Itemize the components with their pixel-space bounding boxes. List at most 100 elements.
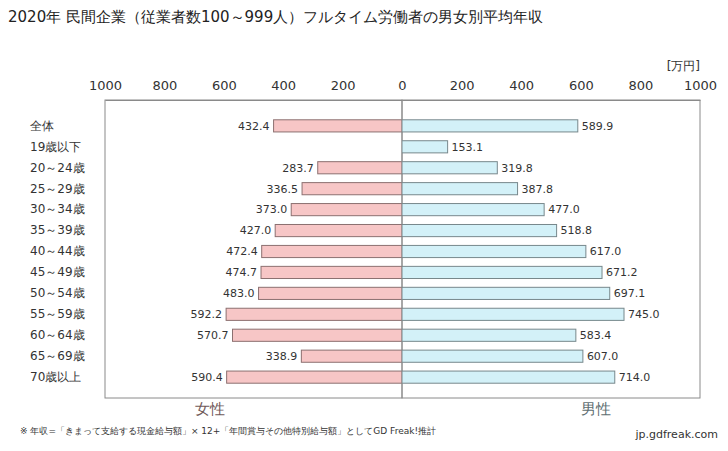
tick-label: 20～24歳 [30, 161, 85, 175]
x-axis: 1000 800 600 400 200 0 [89, 78, 407, 101]
data-label: 483.0 [223, 287, 255, 300]
tick-label: 400 [509, 78, 534, 93]
tick: 55～59歳 [30, 307, 105, 321]
bar [402, 204, 544, 216]
data-label: 432.4 [238, 120, 270, 133]
tick-label: 70歳以上 [30, 370, 81, 384]
tick-label: 1000 [89, 78, 122, 93]
tick-label: 200 [331, 78, 356, 93]
tick: 25～29歳 [30, 182, 105, 196]
data-label: 518.8 [561, 224, 593, 237]
axis-label: 女性 [195, 400, 225, 418]
tick-label: 全体 [30, 119, 54, 133]
data-label: 336.5 [267, 183, 299, 196]
data-label: 697.1 [614, 287, 646, 300]
bar [262, 245, 402, 257]
bar [402, 141, 448, 153]
tick: 50～54歳 [30, 286, 105, 300]
chart: 432.4 283.7 336.5 373.0 427.0 472.4 474.7 483.0… [0, 0, 728, 451]
tick-label: 45～49歳 [30, 265, 85, 279]
bar [402, 308, 624, 320]
tick-label: 30～34歳 [30, 202, 85, 216]
tick-label: 600 [569, 78, 594, 93]
data-label: 583.4 [580, 329, 612, 342]
data-label: 387.8 [522, 183, 554, 196]
tick-label: 200 [450, 78, 475, 93]
tick-label: 65～69歳 [30, 349, 85, 363]
bar [227, 371, 402, 383]
plot-frame [105, 100, 402, 398]
tick-label: 800 [152, 78, 177, 93]
bar [302, 183, 402, 195]
data-label: 671.2 [606, 266, 638, 279]
bar [318, 162, 402, 174]
bar [402, 266, 602, 278]
data-label: 373.0 [256, 203, 288, 216]
tick-label: 60～64歳 [30, 328, 85, 342]
bar [402, 350, 583, 362]
tick: 800 [628, 78, 653, 100]
tick-label: 35～39歳 [30, 223, 85, 237]
panel-1: 589.9153.1319.8387.8477.0518.8617.0671.2… [402, 78, 717, 398]
tick: 1000 [684, 78, 717, 100]
data-label: 283.7 [282, 162, 314, 175]
data-label: 607.0 [587, 350, 619, 363]
tick: 800 [152, 78, 177, 100]
tick: 200 [331, 78, 356, 100]
tick-label: 19歳以下 [30, 140, 81, 154]
data-label: 472.4 [226, 245, 258, 258]
bar [402, 329, 576, 341]
tick-label: 600 [212, 78, 237, 93]
bar [402, 224, 557, 236]
tick: 全体 [30, 119, 105, 133]
plot-frame [402, 100, 700, 398]
tick-label: 400 [271, 78, 296, 93]
tick: 30～34歳 [30, 202, 105, 216]
axis-line [106, 100, 403, 101]
bar [291, 204, 402, 216]
bar [226, 308, 402, 320]
y-axis: 全体 19歳以下 20～24歳 25～29歳 30～34歳 35～39歳 40～44歳 45～… [30, 112, 106, 393]
data-label: 745.0 [628, 308, 660, 321]
title: 2020年 民間企業（従業者数100～999人）フルタイム労働者の男女別平均年収 [8, 8, 543, 26]
annotation: jp.gdfreak.com [634, 428, 718, 441]
bar [274, 120, 402, 132]
data-label: 427.0 [240, 224, 272, 237]
data-label: 617.0 [590, 245, 622, 258]
tick: 400 [509, 78, 534, 100]
bar [402, 162, 497, 174]
bar [233, 329, 402, 341]
bars [402, 120, 624, 383]
tick: 45～49歳 [30, 265, 105, 279]
tick: 1000 [89, 78, 122, 100]
bar [402, 371, 615, 383]
tick: 40～44歳 [30, 244, 105, 258]
tick: 70歳以上 [30, 370, 105, 384]
bar [402, 245, 586, 257]
bar [259, 287, 402, 299]
bar [402, 183, 518, 195]
data-label: 477.0 [548, 203, 580, 216]
tick: 19歳以下 [30, 140, 105, 154]
data-label: 592.2 [191, 308, 223, 321]
tick: 200 [450, 78, 475, 100]
bar [402, 120, 578, 132]
data-label: 590.4 [191, 371, 223, 384]
annotation: [万円] [667, 59, 700, 73]
data-label: 338.9 [266, 350, 298, 363]
annotation: ※ 年収=「きまって支給する現金給与額」× 12+「年間賞与その他特別給与額」と… [20, 426, 436, 436]
data-label: 153.1 [452, 141, 484, 154]
tick-label: 0 [398, 78, 406, 93]
tick: 35～39歳 [30, 223, 105, 237]
axis-line [403, 100, 701, 101]
bar [402, 287, 610, 299]
bar [301, 350, 402, 362]
x-axis: 200 400 600 800 1000 [403, 78, 718, 101]
tick-label: 40～44歳 [30, 244, 85, 258]
bars [226, 120, 402, 383]
tick: 600 [212, 78, 237, 100]
data-label: 474.7 [226, 266, 258, 279]
tick: 20～24歳 [30, 161, 105, 175]
axis-label: 男性 [581, 400, 611, 418]
tick-label: 55～59歳 [30, 307, 85, 321]
